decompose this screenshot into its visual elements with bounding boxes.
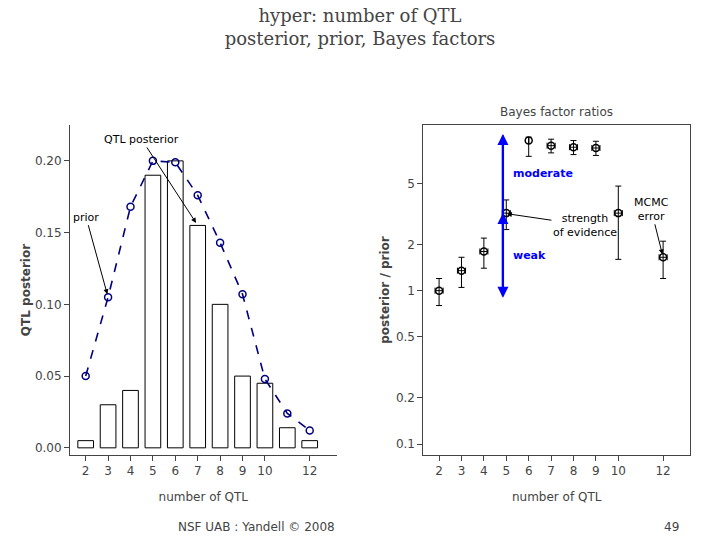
svg-text:5: 5 <box>149 464 157 478</box>
svg-text:7: 7 <box>547 464 555 478</box>
svg-text:weak: weak <box>513 249 546 262</box>
svg-text:3: 3 <box>104 464 112 478</box>
svg-text:prior: prior <box>73 211 99 224</box>
svg-text:0.2: 0.2 <box>396 391 415 405</box>
svg-text:9: 9 <box>239 464 247 478</box>
svg-text:3: 3 <box>458 464 466 478</box>
svg-text:0.5: 0.5 <box>396 330 415 344</box>
svg-text:strengthof evidence: strengthof evidence <box>553 212 617 239</box>
svg-text:12: 12 <box>302 464 317 478</box>
svg-text:5: 5 <box>502 464 510 478</box>
svg-text:8: 8 <box>216 464 224 478</box>
svg-text:6: 6 <box>171 464 179 478</box>
svg-text:4: 4 <box>127 464 135 478</box>
svg-text:posterior / prior: posterior / prior <box>378 236 392 344</box>
svg-text:2: 2 <box>407 238 415 252</box>
svg-text:0.20: 0.20 <box>35 154 62 168</box>
svg-text:NSF UAB : Yandell © 2008: NSF UAB : Yandell © 2008 <box>178 520 335 534</box>
svg-text:QTL posterior: QTL posterior <box>19 244 33 336</box>
svg-text:10: 10 <box>257 464 272 478</box>
svg-text:hyper: number of QTLposterior,: hyper: number of QTLposterior, prior, Ba… <box>225 5 496 49</box>
svg-text:2: 2 <box>82 464 90 478</box>
svg-text:0.15: 0.15 <box>35 226 62 240</box>
svg-text:12: 12 <box>655 464 670 478</box>
svg-text:0.05: 0.05 <box>35 369 62 383</box>
svg-text:moderate: moderate <box>513 167 573 180</box>
svg-text:Bayes factor ratios: Bayes factor ratios <box>500 105 613 119</box>
svg-text:7: 7 <box>194 464 202 478</box>
svg-text:10: 10 <box>611 464 626 478</box>
svg-text:49: 49 <box>664 520 679 534</box>
svg-text:0.1: 0.1 <box>396 437 415 451</box>
svg-text:number of QTL: number of QTL <box>159 490 249 504</box>
svg-text:9: 9 <box>592 464 600 478</box>
svg-text:0.10: 0.10 <box>35 298 62 312</box>
svg-text:4: 4 <box>480 464 488 478</box>
svg-text:0.00: 0.00 <box>35 441 62 455</box>
svg-text:MCMCerror: MCMCerror <box>634 196 669 223</box>
svg-text:6: 6 <box>525 464 533 478</box>
svg-text:QTL posterior: QTL posterior <box>104 133 179 146</box>
svg-text:8: 8 <box>570 464 578 478</box>
svg-text:5: 5 <box>407 177 415 191</box>
svg-text:number of QTL: number of QTL <box>512 490 602 504</box>
svg-text:1: 1 <box>407 284 415 298</box>
svg-text:2: 2 <box>435 464 443 478</box>
